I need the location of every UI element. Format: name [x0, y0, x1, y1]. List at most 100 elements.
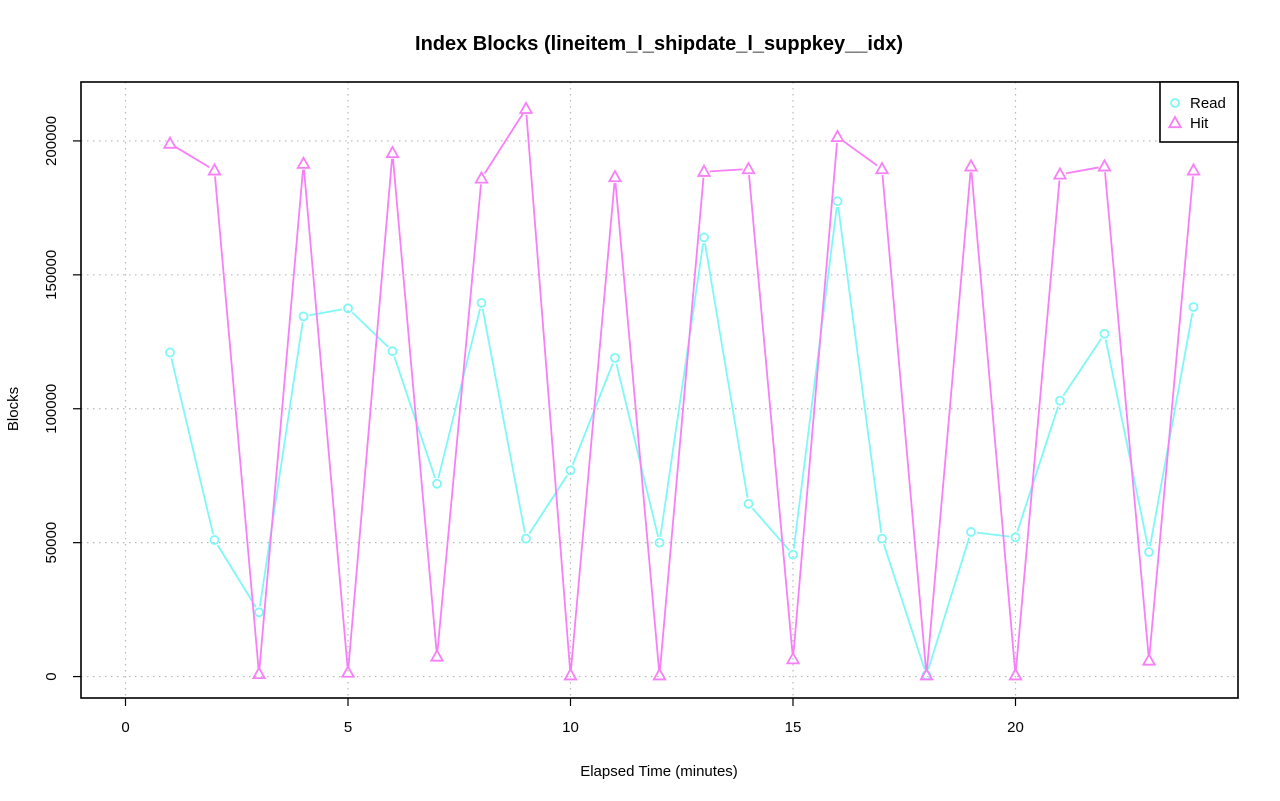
- hit-line-segment: [392, 158, 438, 651]
- hit-point: [652, 667, 667, 681]
- read-line-segment: [481, 308, 526, 533]
- read-line-segment: [883, 544, 926, 670]
- legend-hit-marker: [1167, 115, 1183, 129]
- hit-point: [1141, 652, 1157, 666]
- read-point: [877, 533, 887, 544]
- read-line-segment: [1016, 406, 1059, 532]
- read-line-segment: [216, 544, 257, 608]
- legend-read-label: Read: [1190, 95, 1226, 112]
- read-line-segment: [751, 507, 790, 551]
- hit-line-segment: [258, 169, 304, 668]
- hit-point: [1052, 166, 1068, 180]
- hit-point: [251, 666, 267, 679]
- read-line-segment: [837, 207, 883, 533]
- x-axis-label: Elapsed Time (minutes): [580, 763, 738, 780]
- hit-point: [474, 170, 489, 184]
- hit-line-segment: [525, 114, 571, 670]
- hit-line-segment: [1104, 172, 1150, 655]
- read-point: [743, 498, 754, 509]
- y-tick-label: 150000: [43, 250, 60, 300]
- read-point: [1188, 302, 1199, 312]
- hit-line-segment: [214, 176, 260, 668]
- read-line-segment: [659, 243, 705, 537]
- hit-point: [830, 129, 845, 143]
- plot-frame: [80, 81, 1239, 699]
- hit-point: [874, 161, 890, 175]
- hit-line-segment: [436, 184, 482, 651]
- read-point: [209, 535, 220, 545]
- read-point: [966, 527, 976, 537]
- hit-line-segment: [614, 182, 660, 670]
- hit-point: [296, 155, 311, 169]
- read-point: [432, 478, 442, 489]
- grid: [81, 82, 1238, 698]
- hit-line-segment: [303, 169, 349, 667]
- series-layer: [162, 100, 1201, 681]
- read-point: [565, 465, 576, 476]
- hit-point: [741, 161, 756, 175]
- read-line-segment: [976, 531, 1010, 538]
- read-line-segment: [615, 363, 659, 538]
- hit-line-segment: [347, 158, 393, 667]
- hit-point: [785, 651, 801, 665]
- read-point: [1010, 532, 1021, 543]
- hit-line-segment: [570, 182, 616, 670]
- read-point: [298, 311, 309, 322]
- chart-title: Index Blocks (lineitem_l_shipdate_l_supp…: [415, 33, 903, 55]
- read-line-segment: [170, 358, 214, 535]
- y-axis: 0 50000 100000 150000 200000: [43, 116, 81, 681]
- legend: Read Hit: [1159, 81, 1239, 143]
- read-line-segment: [351, 311, 389, 348]
- hit-point: [1186, 162, 1201, 176]
- x-tick-label: 20: [1007, 719, 1024, 736]
- y-tick-label: 0: [43, 672, 60, 680]
- read-line-segment: [927, 537, 971, 670]
- x-tick-label: 0: [121, 719, 129, 736]
- read-point: [387, 346, 398, 357]
- y-tick-label: 50000: [43, 522, 60, 564]
- y-tick-label: 100000: [43, 384, 60, 434]
- y-tick-label: 200000: [43, 116, 60, 166]
- hit-line-segment: [659, 177, 705, 670]
- hit-line-segment: [174, 145, 210, 169]
- y-axis-label: Blocks: [5, 387, 22, 431]
- hit-point: [518, 100, 534, 114]
- read-point: [476, 298, 487, 308]
- hit-line-segment: [926, 172, 972, 670]
- hit-line-segment: [841, 139, 878, 167]
- read-line-segment: [393, 356, 436, 479]
- series-read: [165, 196, 1199, 681]
- read-line-segment: [528, 474, 568, 535]
- hit-line-segment: [709, 168, 743, 173]
- read-point: [1099, 328, 1110, 339]
- hit-point: [429, 648, 445, 662]
- hit-point: [1008, 667, 1023, 681]
- read-line-segment: [1062, 338, 1102, 397]
- hit-point: [919, 667, 934, 681]
- hit-point: [696, 163, 712, 177]
- legend-hit-label: Hit: [1190, 115, 1209, 132]
- read-point: [254, 607, 264, 618]
- hit-line-segment: [1148, 176, 1194, 655]
- read-point: [1055, 395, 1065, 406]
- hit-line-segment: [881, 174, 927, 670]
- read-point: [1144, 547, 1154, 557]
- read-line-segment: [571, 363, 614, 466]
- hit-line-segment: [1065, 166, 1099, 175]
- read-point: [699, 232, 709, 243]
- hit-point: [162, 135, 178, 149]
- x-tick-label: 15: [785, 719, 802, 736]
- legend-read-marker: [1170, 98, 1180, 108]
- read-point: [654, 537, 665, 548]
- x-tick-label: 5: [344, 719, 352, 736]
- hit-line-segment: [1015, 180, 1061, 670]
- read-line-segment: [309, 308, 343, 317]
- legend-box: [1159, 81, 1239, 143]
- x-tick-label: 10: [562, 719, 579, 736]
- hit-point: [963, 158, 979, 172]
- read-point: [788, 549, 798, 560]
- read-point: [521, 533, 531, 544]
- hit-point: [563, 667, 578, 681]
- read-point: [165, 347, 175, 358]
- read-line-segment: [792, 207, 838, 549]
